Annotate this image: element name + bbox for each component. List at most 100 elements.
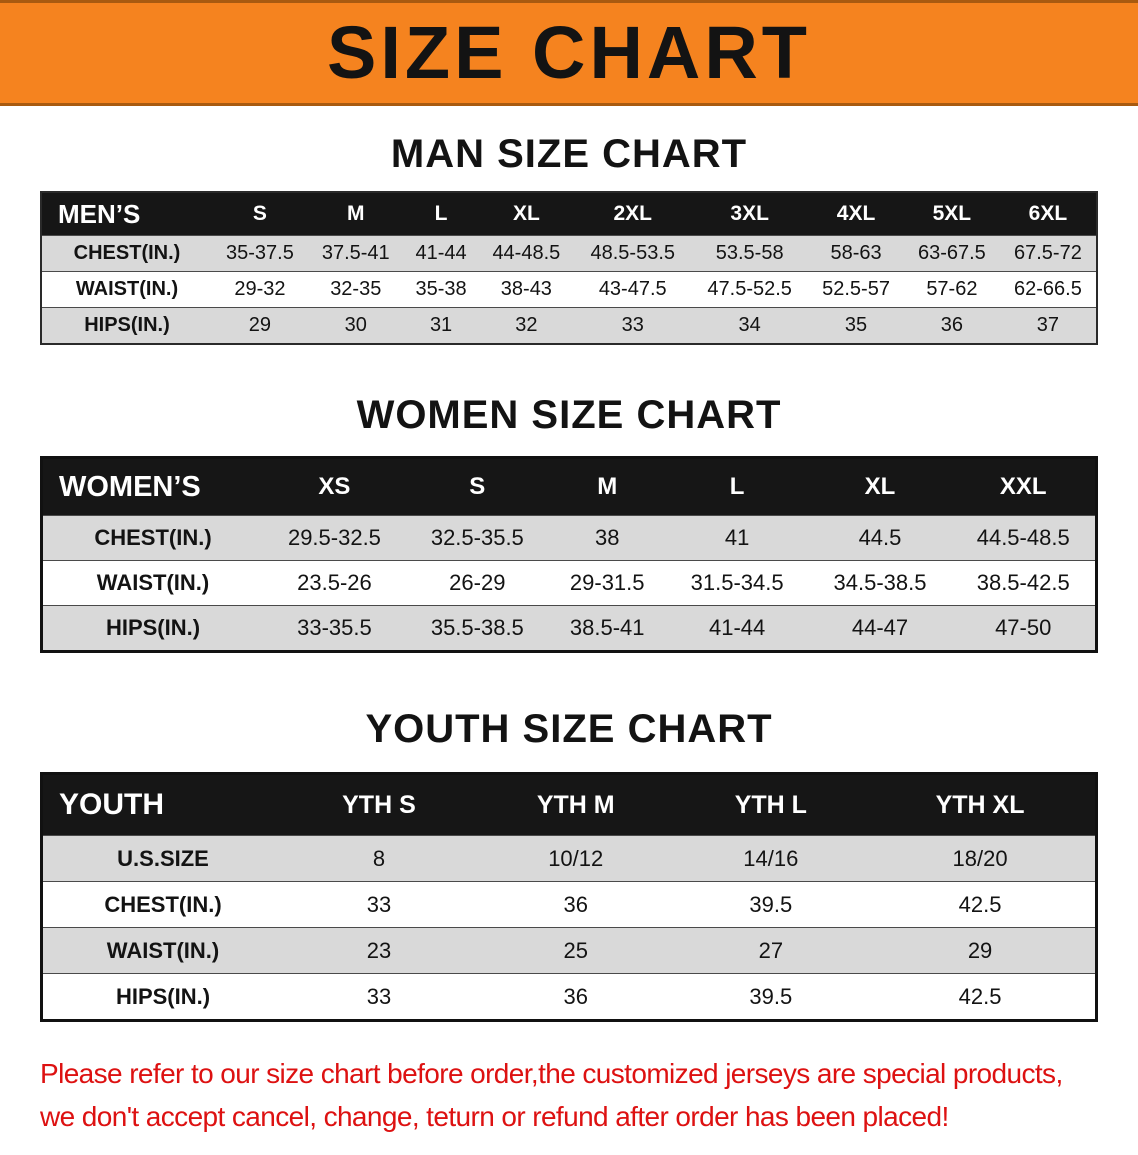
size-column-header: YTH XL — [865, 773, 1097, 836]
size-value-cell: 41-44 — [403, 235, 479, 272]
size-column-header: 6XL — [999, 192, 1097, 236]
women-section-heading: WOMEN SIZE CHART — [356, 393, 782, 437]
title-banner: SIZE CHART — [0, 0, 1138, 106]
size-value-cell: 35-37.5 — [212, 235, 308, 272]
size-value-cell: 29 — [212, 307, 308, 344]
size-value-cell: 14/16 — [676, 835, 866, 882]
size-value-cell: 47.5-52.5 — [707, 278, 792, 300]
row-label: WAIST(IN.) — [96, 570, 210, 595]
row-label: HIPS(IN.) — [41, 307, 212, 344]
size-column-header: XL — [478, 192, 575, 236]
size-column-header: 2XL — [574, 192, 692, 236]
size-value-cell: 29 — [865, 927, 1097, 974]
youth-section-heading: YOUTH SIZE CHART — [365, 707, 773, 751]
size-value-cell: 31.5-34.5 — [690, 570, 784, 595]
size-value-cell: 42.5 — [958, 983, 1002, 1009]
measurement-row: WAIST(IN.) 23.5-26 26-29 29-31.5 31.5-34.5 34… — [41, 560, 1097, 606]
size-value-cell: 18/20 — [865, 835, 1097, 882]
men-section-heading: MAN SIZE CHART — [390, 132, 748, 176]
size-column-header: S — [405, 457, 549, 516]
footer-line-1: Please refer to our size chart before or… — [40, 1058, 1063, 1089]
row-label: CHEST(IN.) — [104, 891, 222, 917]
size-value-cell: 63-67.5 — [903, 235, 1000, 272]
size-value-cell: 36 — [563, 983, 588, 1009]
size-value-cell: 62-66.5 — [1013, 278, 1082, 300]
size-column-header: YTH M — [474, 773, 677, 836]
size-value-cell: 37 — [999, 307, 1097, 344]
size-value-cell: 52.5-57 — [822, 278, 890, 300]
size-column-header: L — [665, 457, 809, 516]
size-value-cell: 26-29 — [449, 570, 506, 595]
size-value-cell: 35.5-38.5 — [405, 605, 549, 652]
men-size-table: MEN’S S M L XL 2XL 3XL 4XL 5XL 6XL CHEST(IN.) 35-37… — [40, 191, 1098, 345]
row-label: HIPS(IN.) — [115, 983, 211, 1009]
footer-note: Please refer to our size chart before or… — [40, 1052, 1138, 1139]
size-column-header: YTH S — [283, 773, 475, 836]
row-label: U.S.SIZE — [41, 835, 283, 882]
size-column-header: 3XL — [691, 192, 809, 236]
row-label: WAIST(IN.) — [75, 278, 179, 300]
size-value-cell: 39.5 — [749, 983, 793, 1009]
size-value-cell: 25 — [474, 927, 677, 974]
size-value-cell: 53.5-58 — [691, 235, 809, 272]
measurement-row: CHEST(IN.) 29.5-32.5 32.5-35.5 38 41 44.5 44.5… — [41, 515, 1097, 561]
youth-size-table: YOUTH YTH S YTH M YTH L YTH XL U.S.SIZE 8 10/12… — [40, 772, 1098, 1022]
size-value-cell: 23 — [283, 927, 475, 974]
size-value-cell: 33 — [366, 891, 392, 917]
size-column-header: M — [548, 457, 666, 516]
youth-size-section: YOUTH SIZE CHART YOUTH YTH S YTH M YTH L YTH… — [0, 707, 1138, 1022]
size-column-header: XL — [808, 457, 952, 516]
group-label: MEN’S — [41, 192, 212, 236]
measurement-row: CHEST(IN.) 35-37.5 37.5-41 41-44 44-48.5 48.5… — [41, 235, 1097, 272]
measurement-row: WAIST(IN.) 23 25 27 29 — [41, 927, 1097, 974]
size-value-cell: 38-43 — [500, 278, 552, 300]
row-label: CHEST(IN.) — [41, 235, 212, 272]
size-value-cell: 27 — [676, 927, 866, 974]
measurement-row: HIPS(IN.) 29 30 31 32 33 34 35 36 37 — [41, 307, 1097, 344]
size-column-header: 4XL — [808, 192, 904, 236]
size-value-cell: 35 — [808, 307, 904, 344]
size-value-cell: 43-47.5 — [598, 278, 667, 300]
size-value-cell: 41-44 — [665, 605, 809, 652]
size-value-cell: 32 — [478, 307, 575, 344]
size-value-cell: 67.5-72 — [999, 235, 1097, 272]
size-column-header: 5XL — [903, 192, 1000, 236]
size-value-cell: 8 — [283, 835, 475, 882]
group-label: WOMEN’S — [41, 457, 263, 516]
size-value-cell: 34.5-38.5 — [833, 570, 927, 595]
size-value-cell: 38.5-41 — [548, 605, 666, 652]
size-header-row: MEN’S S M L XL 2XL 3XL 4XL 5XL 6XL — [41, 192, 1097, 236]
row-label: CHEST(IN.) — [41, 515, 263, 561]
size-value-cell: 44.5 — [808, 515, 952, 561]
size-value-cell: 32.5-35.5 — [405, 515, 549, 561]
measurement-row: CHEST(IN.) 33 36 39.5 42.5 — [41, 881, 1097, 928]
size-value-cell: 29-32 — [234, 278, 286, 300]
row-label: WAIST(IN.) — [41, 927, 283, 974]
size-value-cell: 33 — [366, 983, 392, 1009]
size-column-header: XXL — [951, 457, 1097, 516]
women-size-table: WOMEN’S XS S M L XL XXL CHEST(IN.) 29.5-32.5 32.5… — [40, 456, 1098, 653]
measurement-row: HIPS(IN.) 33 36 39.5 42.5 — [41, 973, 1097, 1021]
size-value-cell: 33-35.5 — [263, 605, 406, 652]
measurement-row: HIPS(IN.) 33-35.5 35.5-38.5 38.5-41 41-44 44-… — [41, 605, 1097, 652]
size-value-cell: 39.5 — [749, 891, 793, 917]
size-column-header: YTH L — [676, 773, 866, 836]
size-value-cell: 23.5-26 — [297, 570, 372, 595]
page-title: SIZE CHART — [327, 11, 811, 94]
size-value-cell: 47-50 — [951, 605, 1097, 652]
size-value-cell: 42.5 — [958, 891, 1002, 917]
size-value-cell: 44.5-48.5 — [951, 515, 1097, 561]
footer-line-2: we don't accept cancel, change, teturn o… — [40, 1101, 949, 1133]
size-value-cell: 57-62 — [926, 278, 978, 300]
size-value-cell: 31 — [403, 307, 479, 344]
size-value-cell: 33 — [574, 307, 692, 344]
size-value-cell: 36 — [563, 891, 588, 917]
size-value-cell: 38 — [548, 515, 666, 561]
size-column-header: L — [403, 192, 479, 236]
women-size-section: WOMEN SIZE CHART WOMEN’S XS S M L XL XXL CHEST(… — [0, 393, 1138, 653]
row-label: HIPS(IN.) — [41, 605, 263, 652]
size-value-cell: 37.5-41 — [307, 235, 404, 272]
measurement-row: WAIST(IN.) 29-32 32-35 35-38 38-43 43-47.5 47.… — [41, 271, 1097, 308]
measurement-row: U.S.SIZE 8 10/12 14/16 18/20 — [41, 835, 1097, 882]
